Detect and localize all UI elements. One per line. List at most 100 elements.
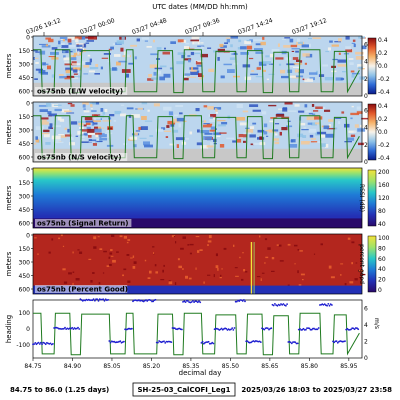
heading-point — [233, 327, 236, 329]
velocity-cell — [73, 73, 78, 75]
velocity-cell — [213, 132, 222, 135]
heading-point — [259, 341, 262, 343]
x-tick-label: 85.95 — [340, 363, 357, 370]
velocity-cell — [58, 40, 61, 45]
colorbar-label: percent good — [358, 244, 365, 284]
velocity-cell — [321, 143, 326, 147]
velocity-cell — [69, 49, 76, 53]
velocity-cell — [88, 70, 95, 73]
velocity-cell — [300, 141, 310, 145]
colorbar-tick-label: 80 — [378, 245, 386, 252]
heading-point — [333, 341, 336, 344]
velocity-cell — [42, 62, 46, 66]
velocity-cell — [317, 131, 327, 135]
percent-good-cell — [63, 281, 68, 284]
percent-good-cell — [347, 237, 351, 240]
velocity-cell — [61, 45, 69, 48]
colorbar-tick-label: 20 — [378, 277, 386, 284]
velocity-cell — [301, 44, 309, 48]
velocity-cell — [176, 144, 179, 148]
heading-point — [274, 303, 276, 305]
velocity-cell — [233, 52, 237, 55]
heading-point — [132, 300, 134, 303]
percent-good-cell — [77, 249, 80, 251]
velocity-cell — [284, 37, 291, 39]
velocity-cell — [236, 117, 245, 121]
velocity-cell — [263, 130, 268, 135]
velocity-cell — [134, 132, 138, 136]
velocity-cell — [93, 122, 98, 125]
velocity-cell — [60, 135, 67, 138]
velocity-cell — [275, 114, 285, 117]
velocity-cell — [70, 104, 75, 107]
speed-tick-label: 0 — [364, 159, 368, 166]
heading-point — [107, 298, 109, 301]
signal-deep — [33, 218, 362, 228]
colorbar-tick-label: 0.0 — [378, 129, 388, 136]
velocity-cell — [58, 74, 64, 76]
velocity-cell — [102, 111, 106, 115]
velocity-cell — [359, 124, 368, 128]
velocity-cell — [219, 144, 225, 148]
velocity-cell — [67, 102, 73, 105]
percent-good-cell — [51, 238, 54, 241]
velocity-cell — [325, 144, 329, 148]
percent-good-cell — [103, 250, 107, 253]
speed-tick-label: 0 — [364, 355, 368, 362]
velocity-cell — [118, 60, 127, 63]
percent-good-cell — [111, 234, 115, 237]
velocity-cell — [128, 62, 134, 65]
velocity-cell — [169, 143, 175, 146]
y-tick-label: 0 — [26, 167, 30, 174]
footer-center-box — [132, 382, 236, 397]
x-tick-label: 84.75 — [24, 363, 41, 370]
percent-good-cell — [207, 274, 211, 276]
colorbar-tick-label: -0.4 — [378, 155, 390, 162]
velocity-cell — [312, 37, 322, 39]
velocity-cell — [282, 107, 288, 112]
velocity-cell — [156, 47, 162, 50]
velocity-cell — [281, 75, 289, 79]
velocity-cell — [82, 43, 87, 48]
velocity-cell — [297, 133, 304, 138]
velocity-cell — [49, 123, 53, 127]
colorbar — [367, 37, 377, 95]
percent-good-cell — [187, 244, 190, 246]
velocity-cell — [51, 47, 58, 50]
percent-good-cell — [244, 271, 248, 273]
velocity-cell — [197, 60, 203, 63]
heading-point — [266, 327, 269, 330]
heading-point — [201, 340, 204, 343]
velocity-cell — [147, 78, 154, 81]
velocity-cell — [39, 50, 46, 55]
velocity-cell — [338, 121, 341, 125]
velocity-cell — [279, 131, 282, 136]
percent-good-cell — [72, 271, 75, 273]
velocity-cell — [265, 130, 273, 132]
percent-good-cell — [97, 236, 100, 238]
velocity-cell — [217, 124, 226, 127]
velocity-cell — [46, 102, 51, 107]
percent-good-cell — [133, 261, 137, 264]
panel-label: os75nb (E/W velocity) — [37, 88, 123, 96]
percent-good-cell — [173, 236, 176, 238]
top-tick-label: 03/27 04:48 — [131, 17, 168, 36]
velocity-cell — [179, 112, 183, 115]
velocity-cell — [208, 68, 214, 72]
velocity-cell — [210, 126, 216, 130]
speed-tick-label: 6 — [364, 305, 368, 312]
x-axis-label: decimal day — [179, 369, 222, 377]
velocity-cell — [341, 111, 345, 114]
velocity-cell — [268, 104, 277, 107]
y-tick-label: 450 — [19, 207, 31, 214]
percent-good-cell — [199, 249, 203, 251]
heading-point — [41, 343, 43, 345]
velocity-cell — [155, 128, 164, 132]
heading-point — [109, 341, 112, 344]
x-tick-label: 85.65 — [261, 363, 278, 370]
percent-good-cell — [180, 247, 184, 250]
velocity-cell — [184, 45, 189, 50]
velocity-cell — [100, 108, 104, 112]
velocity-cell — [332, 58, 338, 61]
